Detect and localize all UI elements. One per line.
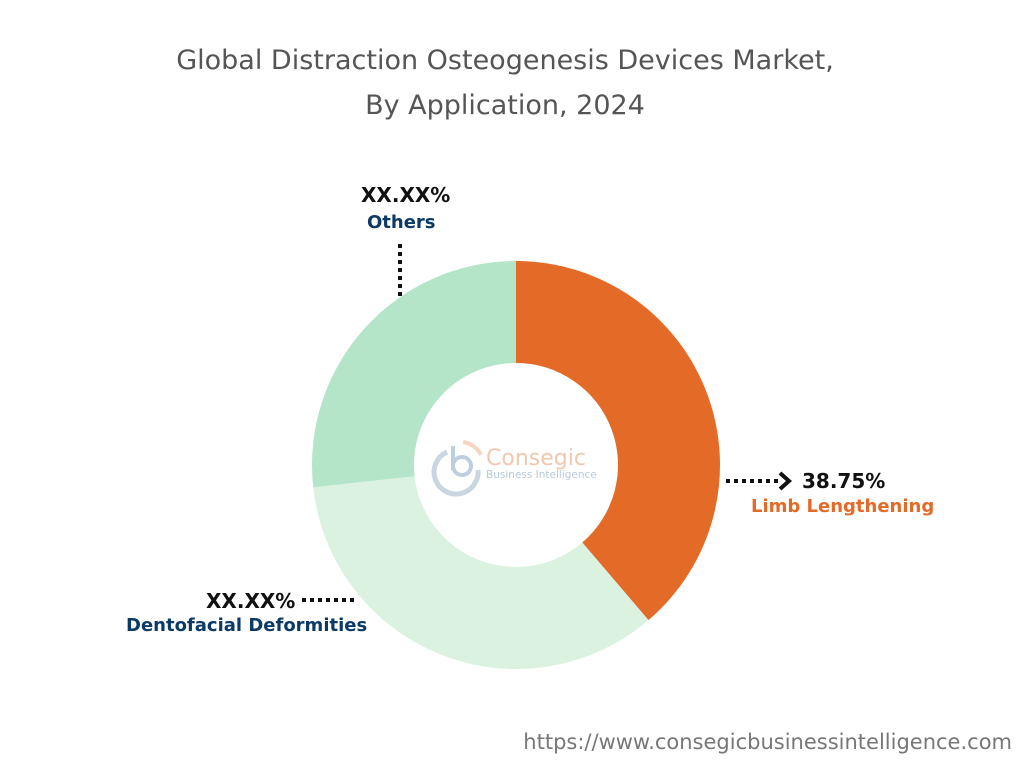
title-line-1: Global Distraction Osteogenesis Devices … — [176, 45, 834, 76]
arrow-icon — [778, 471, 793, 491]
slice-limb-lengthening — [516, 261, 721, 621]
slice-others — [312, 261, 516, 488]
logo-name: Consegic — [486, 446, 586, 471]
value-label-limb-lengthening: 38.75% — [802, 469, 886, 493]
category-label-limb-lengthening: Limb Lengthening — [751, 496, 935, 517]
title-line-2: By Application, 2024 — [365, 90, 645, 121]
footer-url[interactable]: https://www.consegicbusinessintelligence… — [523, 730, 1012, 754]
category-label-dentofacial: Dentofacial Deformities — [126, 615, 368, 636]
category-label-others: Others — [367, 212, 436, 233]
value-label-others: XX.XX% — [361, 183, 451, 207]
chart-title: Global Distraction Osteogenesis Devices … — [0, 38, 1010, 128]
slice-dentofacial-deformities — [313, 476, 649, 669]
consegic-logo-icon — [431, 440, 483, 497]
logo-tagline: Business Intelligence — [486, 469, 597, 481]
value-label-dentofacial: XX.XX% — [206, 589, 296, 613]
